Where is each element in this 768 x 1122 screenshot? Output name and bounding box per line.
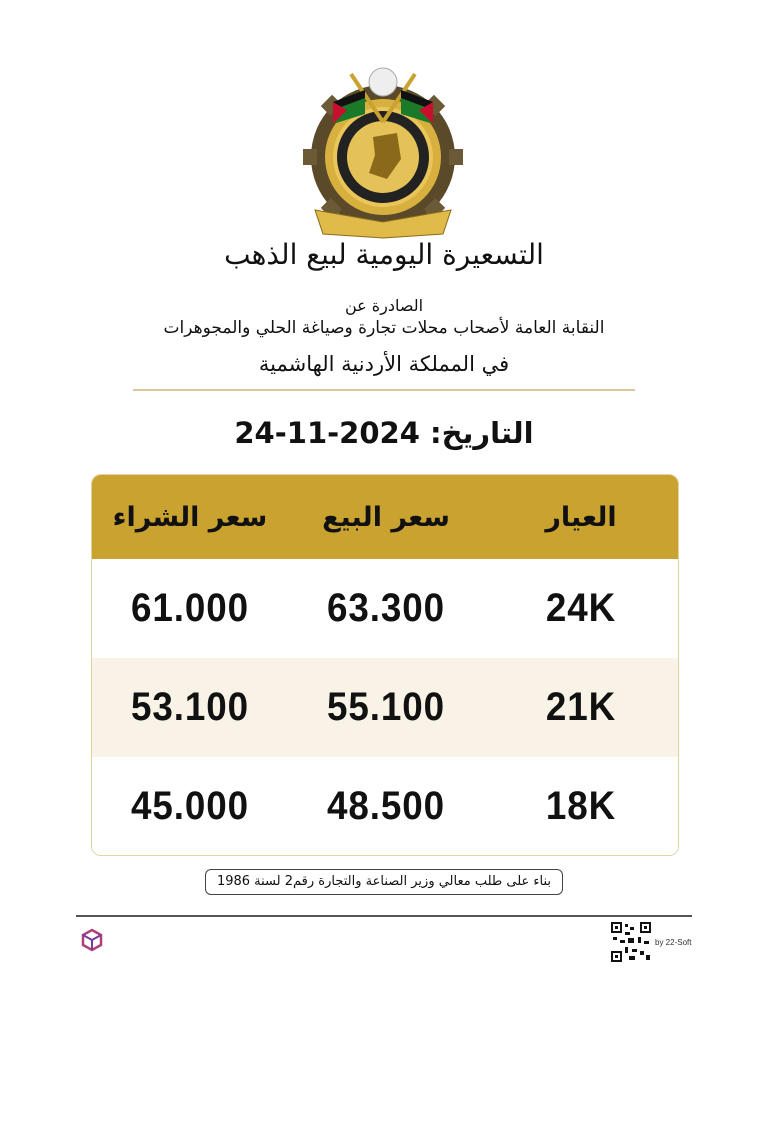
page-title: التسعيرة اليومية لبيع الذهب xyxy=(224,238,544,271)
karat-cell: 24K xyxy=(545,586,617,630)
credit-text: by 22-Soft xyxy=(655,938,692,947)
header-sell-price: سعر البيع xyxy=(322,501,450,533)
date-line: التاريخ: 24-11-2024 xyxy=(0,416,768,450)
karat-cell: 21K xyxy=(545,685,617,729)
buy-price-cell: 61.000 xyxy=(130,586,250,630)
table-row: 24K 63.300 61.000 xyxy=(92,559,678,658)
sell-price-cell: 48.500 xyxy=(326,783,446,828)
header-karat: العيار xyxy=(545,501,617,533)
qr-code-icon[interactable] xyxy=(611,922,651,962)
header-buy-price: سعر الشراء xyxy=(112,501,268,533)
buy-price-cell: 53.100 xyxy=(130,685,250,729)
sell-price-cell: 55.100 xyxy=(326,685,446,729)
divider xyxy=(133,389,635,391)
union-logo xyxy=(303,67,463,239)
buy-price-cell: 45.000 xyxy=(130,783,250,828)
22-soft-cube-logo-icon xyxy=(81,928,103,952)
table-header: العيار سعر البيع سعر الشراء xyxy=(92,475,678,559)
sell-price-cell: 63.300 xyxy=(326,586,446,630)
footer-divider xyxy=(76,915,692,917)
kingdom-name: في المملكة الأردنية الهاشمية xyxy=(258,352,510,376)
karat-cell: 18K xyxy=(545,783,617,828)
date-value: 24-11-2024 xyxy=(234,416,420,450)
table-row: 18K 48.500 45.000 xyxy=(92,757,678,855)
price-table: العيار سعر البيع سعر الشراء 24K 63.300 6… xyxy=(91,474,679,856)
table-row: 21K 55.100 53.100 xyxy=(92,658,678,757)
ministry-note: بناء على طلب معالي وزير الصناعة والتجارة… xyxy=(205,869,563,895)
union-name: النقابة العامة لأصحاب محلات تجارة وصياغة… xyxy=(163,318,605,338)
issued-by-label: الصادرة عن xyxy=(344,296,424,315)
date-label: التاريخ: xyxy=(429,416,534,450)
